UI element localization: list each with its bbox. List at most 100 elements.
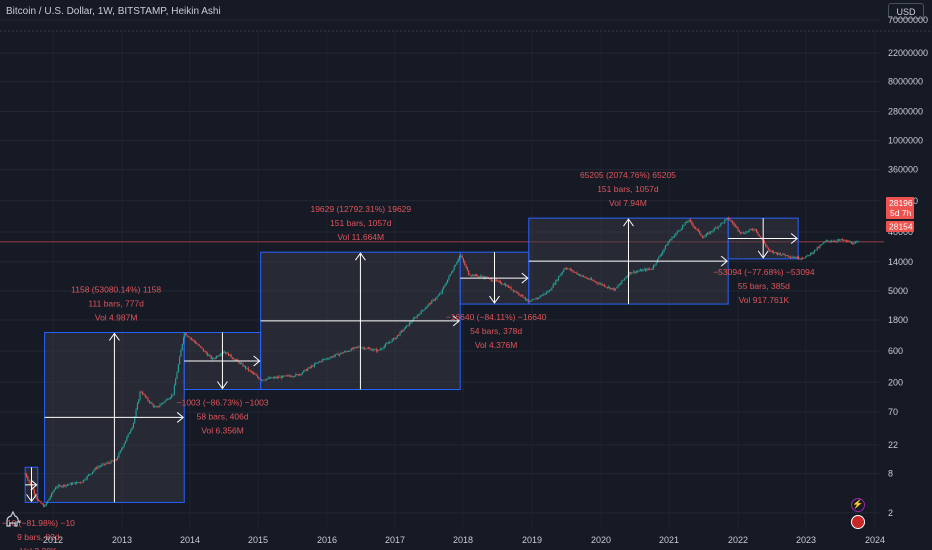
candle-body [169,397,171,399]
price-tick-label: 5000 [888,286,908,296]
candle-body [387,343,389,344]
last-price-label: 28196 [889,198,913,208]
candle-body [131,427,133,431]
candle-body [33,490,35,495]
candle-body [736,226,738,228]
candle-body [44,505,46,507]
candle-body [350,348,352,352]
candle-body [214,357,216,359]
candle-body [157,406,160,408]
price-tick-label: 200 [888,377,903,387]
candle-body [614,288,616,291]
candle-body [288,375,290,377]
candle-body [99,466,101,467]
candle-body [461,255,463,259]
candle-body [201,347,203,349]
candle-body [121,448,123,451]
candle-body [593,280,595,282]
candle-body [790,256,792,258]
candle-body [147,397,149,401]
candle-body [411,321,413,323]
candle-body [594,281,596,283]
candle-body [184,333,186,338]
candle-body [321,359,323,362]
candle-body [395,336,397,340]
candle-body [454,264,457,267]
price-tick-label: 14000 [888,257,913,267]
candle-body [172,394,174,396]
candle-body [140,391,142,393]
candle-body [118,453,120,458]
candle-body [718,225,721,227]
candle-body [326,358,329,360]
candle-body [74,482,76,484]
candle-body [29,482,32,485]
candle-body [51,493,53,497]
candle-body [427,304,429,307]
candle-body [388,342,391,344]
candle-body [106,462,108,464]
candle-body [424,308,426,310]
candle-body [672,236,674,238]
tradingview-dinosaur-icon[interactable] [4,510,22,528]
price-tick-label: 70000000 [888,15,928,25]
candle-body [617,285,619,288]
candle-body [159,405,161,407]
annotation-line: −10 (−81.98%) −10 [2,518,75,528]
time-tick-label: 2015 [248,535,268,545]
candle-body [119,450,121,454]
candle-body [815,249,817,251]
candle-body [271,377,273,379]
candle-body [373,349,375,351]
candle-body [572,270,574,272]
candle-body [544,293,546,295]
candle-body [25,473,28,477]
candle-body [662,251,664,254]
candle-body [647,268,649,270]
candle-body [839,239,841,241]
candle-body [757,232,759,235]
candle-body [93,470,95,472]
candle-body [457,259,459,262]
candle-body [135,409,137,417]
candle-body [473,274,475,277]
candle-body [523,297,525,299]
annotation-line: 151 bars, 1057d [330,218,392,228]
low-price-label: 28154 [889,222,913,232]
candle-body [552,283,554,288]
candle-body [850,241,853,244]
candle-body [190,338,193,340]
price-tags: 28196 5d 7h 28154 [886,197,914,232]
candle-body [163,402,165,404]
candle-body [565,267,567,269]
candle-body [509,286,511,288]
candle-body [787,255,789,257]
lightning-icon[interactable]: ⚡ [851,498,865,512]
candle-body [114,459,116,461]
candle-body [802,258,804,259]
candle-body [371,350,373,351]
candle-body [444,285,446,287]
currency-selector[interactable]: USD [888,3,924,19]
candle-body [47,500,49,504]
flag-icon[interactable] [851,515,865,529]
candle-body [345,351,347,353]
candle-body [179,356,181,365]
candle-body [27,476,29,481]
candle-body [249,370,251,372]
candle-body [857,241,859,243]
candle-body [122,446,124,449]
arrow-head [489,295,500,304]
candle-body [361,347,363,349]
candle-body [499,281,501,284]
candle-body [311,365,313,368]
candle-body [695,227,697,229]
candle-body [246,367,248,369]
candle-body [24,473,26,475]
candle-body [367,348,369,349]
candle-body [596,281,598,283]
candle-body [439,293,441,296]
candle-body [113,460,115,462]
price-tick-label: 1000000 [888,136,923,146]
